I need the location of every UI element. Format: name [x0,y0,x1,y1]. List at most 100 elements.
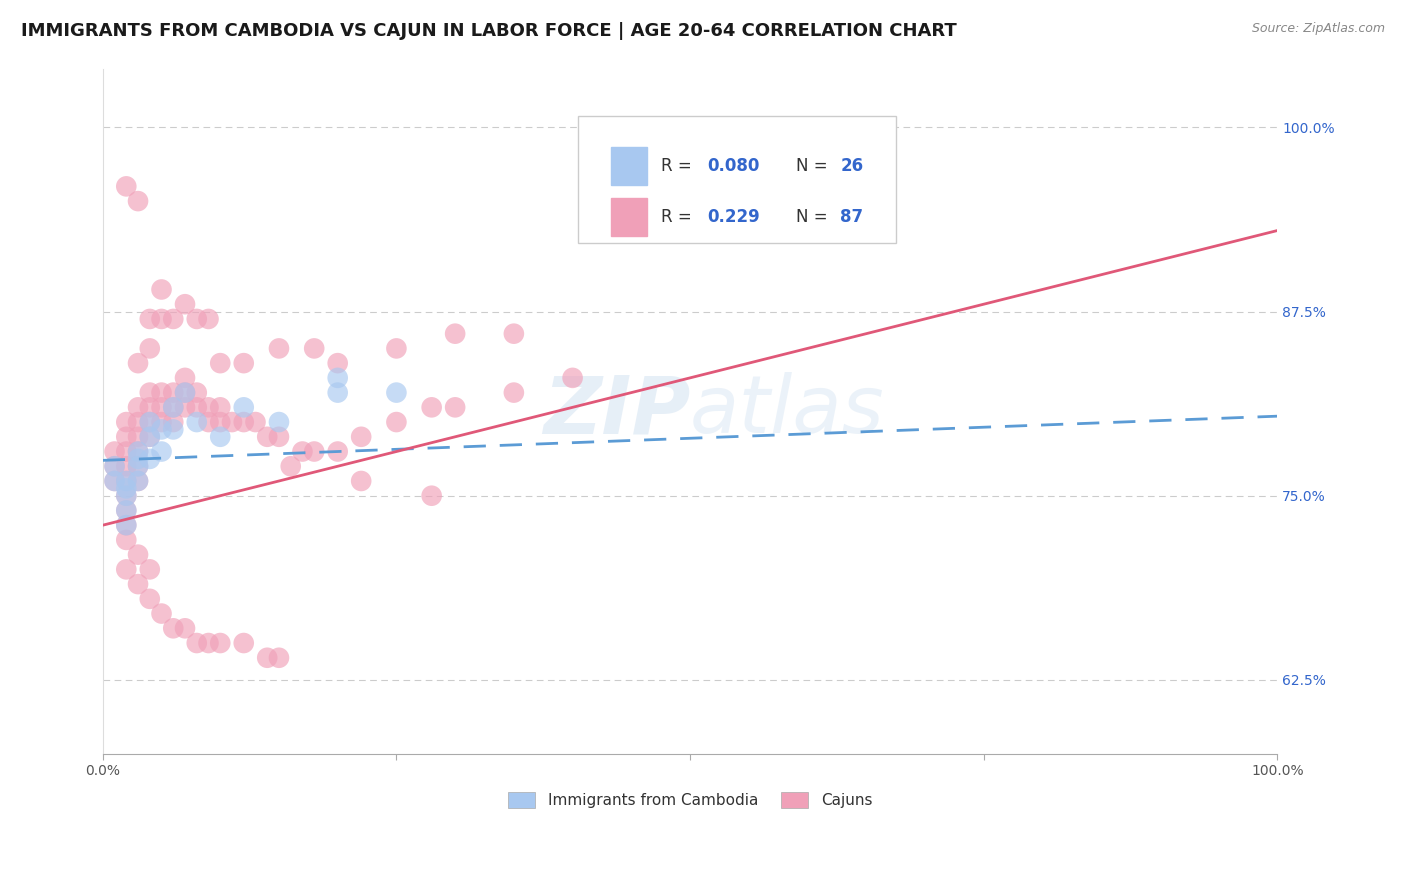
Text: atlas: atlas [690,372,884,450]
Point [115,489,138,503]
Point [326,444,349,458]
Point [150,283,173,297]
Point [350,430,373,444]
Text: 26: 26 [841,157,863,175]
Point [150,415,173,429]
Point [115,444,138,458]
Point [174,297,197,311]
Point [103,459,125,474]
Text: R =: R = [661,208,692,227]
Point [127,356,149,370]
Point [139,401,162,415]
Point [115,474,138,488]
Point [232,356,254,370]
Point [150,444,173,458]
Point [232,636,254,650]
Point [197,401,219,415]
Point [209,401,232,415]
Text: 0.080: 0.080 [707,157,761,175]
Point [139,430,162,444]
Point [115,518,138,533]
Point [209,356,232,370]
Legend: Immigrants from Cambodia, Cajuns: Immigrants from Cambodia, Cajuns [502,786,879,814]
Point [267,430,290,444]
Point [150,607,173,621]
Point [232,401,254,415]
Point [115,489,138,503]
Point [162,415,184,429]
Point [186,636,208,650]
Point [267,342,290,356]
Point [197,415,219,429]
Point [186,401,208,415]
Point [267,415,290,429]
Point [420,489,443,503]
Point [127,474,149,488]
Point [326,385,349,400]
Text: IMMIGRANTS FROM CAMBODIA VS CAJUN IN LABOR FORCE | AGE 20-64 CORRELATION CHART: IMMIGRANTS FROM CAMBODIA VS CAJUN IN LAB… [21,22,957,40]
Text: 0.229: 0.229 [707,208,761,227]
Point [150,385,173,400]
Point [561,371,583,385]
Text: N =: N = [796,208,827,227]
Point [139,342,162,356]
Point [139,562,162,576]
Point [115,474,138,488]
Text: R =: R = [661,157,692,175]
Point [115,481,138,495]
Point [209,430,232,444]
Point [209,415,232,429]
Point [186,312,208,326]
FancyBboxPatch shape [578,117,896,244]
Text: ZIP: ZIP [543,372,690,450]
Point [115,459,138,474]
Point [127,459,149,474]
Point [127,415,149,429]
Point [162,621,184,635]
Text: 87: 87 [841,208,863,227]
Point [139,430,162,444]
Point [326,371,349,385]
Point [174,371,197,385]
Point [197,636,219,650]
Point [127,548,149,562]
Point [150,401,173,415]
Point [186,415,208,429]
Point [139,385,162,400]
Point [245,415,267,429]
Point [162,401,184,415]
Point [221,415,243,429]
Point [115,562,138,576]
Point [127,474,149,488]
Point [209,636,232,650]
Point [127,430,149,444]
Point [139,451,162,466]
Point [115,503,138,517]
Point [150,422,173,436]
Point [127,401,149,415]
Point [256,650,278,665]
Point [420,401,443,415]
Point [139,415,162,429]
Point [162,401,184,415]
Point [174,385,197,400]
Point [502,385,524,400]
Point [103,474,125,488]
Point [502,326,524,341]
Point [186,385,208,400]
Point [174,385,197,400]
Point [256,430,278,444]
Point [127,577,149,591]
Point [267,650,290,665]
Point [115,503,138,517]
Point [162,385,184,400]
Bar [612,198,647,236]
Point [115,518,138,533]
Point [162,312,184,326]
Point [326,356,349,370]
Point [174,621,197,635]
Text: Source: ZipAtlas.com: Source: ZipAtlas.com [1251,22,1385,36]
Point [115,179,138,194]
Point [127,459,149,474]
Point [139,312,162,326]
